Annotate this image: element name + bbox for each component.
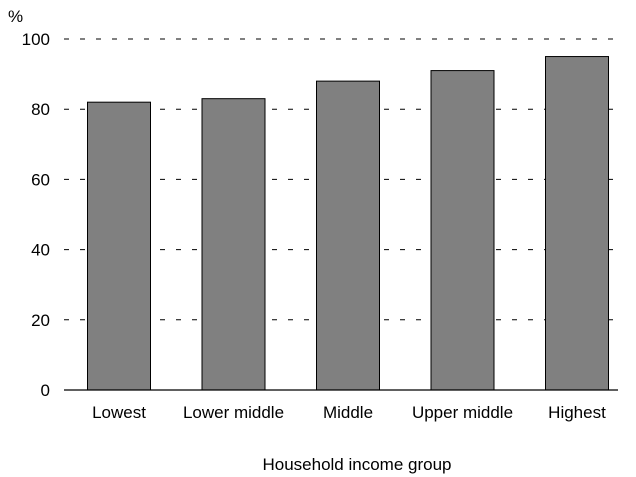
bar-middle xyxy=(316,80,380,391)
bar-highest xyxy=(545,56,609,391)
y-tick-label: 80 xyxy=(31,100,50,119)
x-tick-label: Lowest xyxy=(92,403,146,422)
y-tick-label: 60 xyxy=(31,170,50,189)
x-tick-label: Lower middle xyxy=(183,403,284,422)
y-tick-labels: 0 20 40 60 80 100 xyxy=(22,30,50,400)
x-tick-labels: Lowest Lower middle Middle Upper middle High… xyxy=(92,403,606,422)
bars xyxy=(87,56,609,391)
bar-upper-middle xyxy=(430,70,495,391)
y-tick-label: 40 xyxy=(31,241,50,260)
y-tick-label: 0 xyxy=(41,381,50,400)
bar-lowest xyxy=(87,101,151,391)
x-tick-label: Highest xyxy=(548,403,606,422)
x-tick-label: Upper middle xyxy=(412,403,513,422)
x-tick-label: Middle xyxy=(323,403,373,422)
y-axis-unit-label: % xyxy=(8,7,23,26)
x-axis-title: Household income group xyxy=(262,455,451,474)
y-tick-label: 100 xyxy=(22,30,50,49)
y-tick-label: 20 xyxy=(31,311,50,330)
bar-lower-middle xyxy=(201,98,266,391)
